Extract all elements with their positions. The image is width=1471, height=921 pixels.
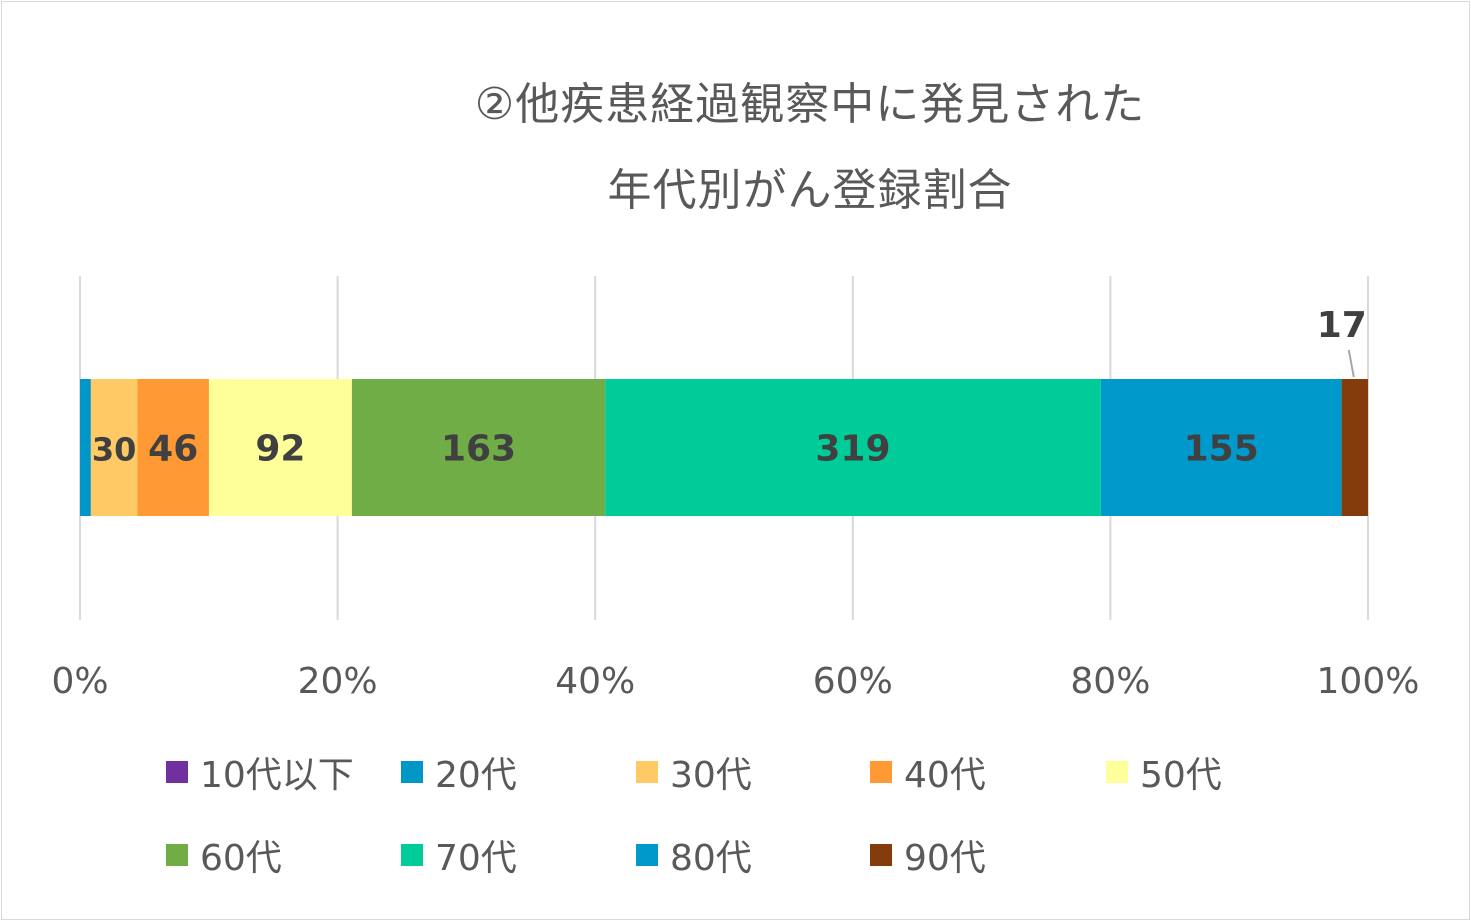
bar-segment (80, 379, 91, 516)
legend-swatch (401, 761, 423, 783)
legend-swatch (870, 844, 892, 866)
chart-title: ②他疾患経過観察中に発見された 年代別がん登録割合 (0, 62, 1471, 234)
data-label: 30 (92, 431, 137, 469)
legend-label: 80代 (670, 838, 752, 879)
legend-item: 60代 (166, 835, 282, 879)
data-label: 163 (441, 429, 516, 470)
bar-segment (1100, 379, 1342, 516)
legend-item: 70代 (401, 835, 517, 879)
leader-line (1347, 349, 1355, 378)
data-label: 17 (1317, 305, 1367, 346)
legend-label: 10代以下 (200, 755, 354, 796)
legend-item: 40代 (870, 752, 986, 796)
bar-segment (351, 379, 606, 516)
legend-label: 90代 (904, 838, 986, 879)
legend-item: 50代 (1106, 752, 1222, 796)
legend-swatch (166, 844, 188, 866)
legend-label: 40代 (904, 755, 986, 796)
bar-segment (90, 379, 138, 516)
legend-swatch (401, 844, 423, 866)
bar-segment (137, 379, 209, 516)
x-tick-label: 100% (1317, 661, 1420, 702)
data-label: 92 (255, 429, 305, 470)
x-tick-label: 0% (51, 661, 108, 702)
legend-swatch (636, 761, 658, 783)
legend-label: 50代 (1140, 755, 1222, 796)
bar-segment (208, 379, 352, 516)
legend-item: 30代 (636, 752, 752, 796)
legend-item: 20代 (401, 752, 517, 796)
x-tick-label: 80% (1070, 661, 1150, 702)
legend-swatch (166, 761, 188, 783)
x-tick-label: 40% (555, 661, 635, 702)
legend-item: 90代 (870, 835, 986, 879)
legend-label: 20代 (435, 755, 517, 796)
legend-item: 80代 (636, 835, 752, 879)
legend-swatch (1106, 761, 1128, 783)
data-label: 46 (148, 429, 198, 470)
x-tick-label: 60% (813, 661, 893, 702)
data-label: 155 (1184, 429, 1259, 470)
legend-label: 30代 (670, 755, 752, 796)
legend-label: 60代 (200, 838, 282, 879)
x-tick-label: 20% (298, 661, 378, 702)
chart-title-line-2: 年代別がん登録割合 (607, 165, 1013, 216)
bar-segment (1341, 379, 1368, 516)
bar-segment (605, 379, 1101, 516)
legend-item: 10代以下 (166, 752, 354, 796)
legend-swatch (870, 761, 892, 783)
chart-title-line-1: ②他疾患経過観察中に発見された (474, 79, 1146, 130)
data-label: 319 (815, 429, 890, 470)
legend-swatch (636, 844, 658, 866)
legend-label: 70代 (435, 838, 517, 879)
